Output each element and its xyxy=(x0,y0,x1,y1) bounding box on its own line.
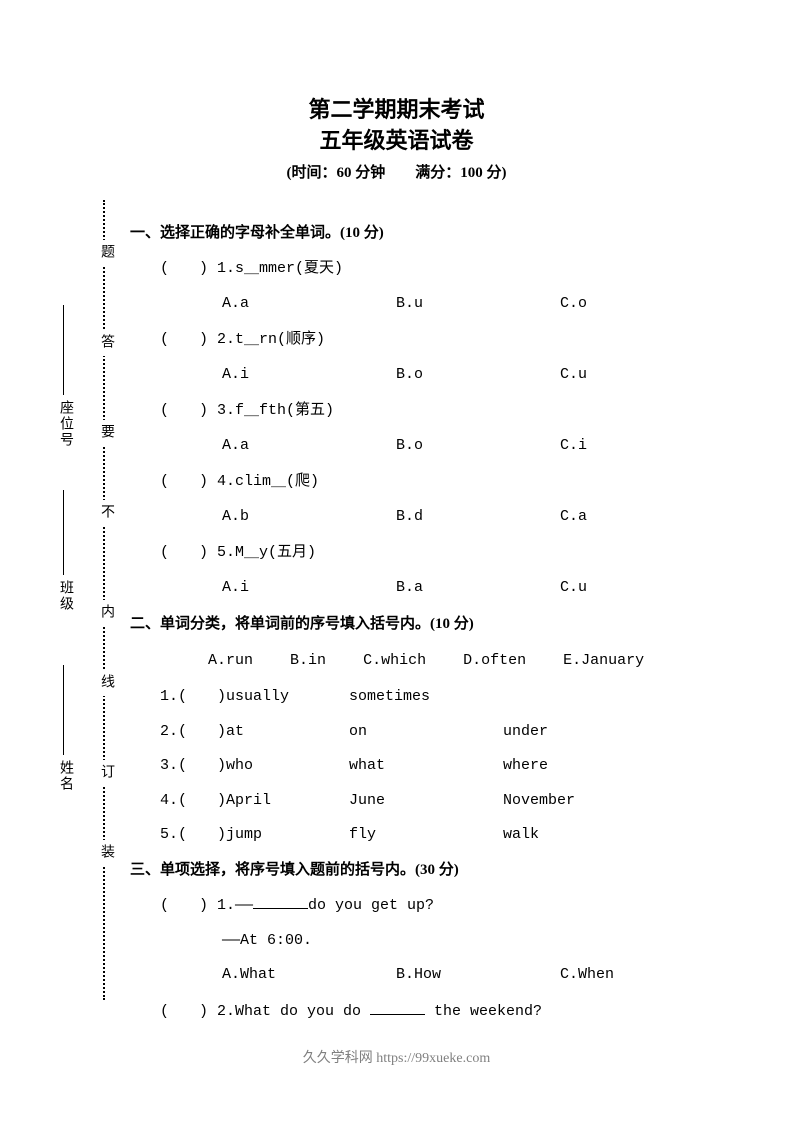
q5-opt-a: A.i xyxy=(222,577,387,600)
s2-r5-c3: walk xyxy=(503,824,539,847)
s3-q1-b: B.How xyxy=(396,964,551,987)
s3-q2-post: the weekend? xyxy=(425,1003,542,1020)
section-2-heading: 二、单词分类，将单词前的序号填入括号内。(10 分) xyxy=(130,613,723,636)
sb-label-5: 内 xyxy=(96,600,116,626)
section-3-heading: 三、单项选择，将序号填入题前的括号内。(30 分) xyxy=(130,859,723,882)
subtitle: (时间：60 分钟 满分：100 分) xyxy=(0,161,793,182)
s2-r1-c1: 1.( )usually xyxy=(160,686,340,709)
s2-r3-c3: where xyxy=(503,755,548,778)
sb-label-4: 不 xyxy=(96,500,116,526)
s2-row-1: 1.( )usually sometimes xyxy=(130,686,723,709)
q1-opt-a: A.a xyxy=(222,293,387,316)
field-name-line xyxy=(63,665,65,755)
s3-q1-c: C.When xyxy=(560,964,614,987)
s3-q1-options: A.What B.How C.When xyxy=(130,964,723,987)
s2-r4-c2: June xyxy=(349,790,494,813)
q2-options: A.i B.o C.u xyxy=(130,364,723,387)
bank-a: A.run xyxy=(208,650,253,673)
blank-fill xyxy=(253,895,308,909)
s3-q1-a: A.What xyxy=(222,964,387,987)
q5-opt-c: C.u xyxy=(560,577,587,600)
sb-label-2: 答 xyxy=(96,330,116,356)
binding-sidebar: 题 答 要 不 内 线 订 装 座位号 班级 姓名 xyxy=(55,200,115,1000)
sb-label-7: 订 xyxy=(96,760,116,786)
q4-opt-a: A.b xyxy=(222,506,387,529)
s3-q2-pre: ( ) 2.What do you do xyxy=(160,1003,370,1020)
s2-r4-c3: November xyxy=(503,790,575,813)
q5-stem: ( ) 5.M＿y(五月) xyxy=(130,542,723,565)
q4-opt-b: B.d xyxy=(396,506,551,529)
s2-row-5: 5.( )jump fly walk xyxy=(130,824,723,847)
s2-r1-c2: sometimes xyxy=(349,686,494,709)
q2-stem: ( ) 2.t＿rn(顺序) xyxy=(130,329,723,352)
title-line-2: 五年级英语试卷 xyxy=(0,126,793,157)
bank-e: E.January xyxy=(563,650,644,673)
s2-row-2: 2.( )at on under xyxy=(130,721,723,744)
exam-body: 一、选择正确的字母补全单词。(10 分) ( ) 1.s＿mmer(夏天) A.… xyxy=(0,182,793,1024)
q2-opt-b: B.o xyxy=(396,364,551,387)
q3-opt-c: C.i xyxy=(560,435,587,458)
field-class-line xyxy=(63,490,65,575)
field-name: 姓名 xyxy=(55,760,75,792)
q3-options: A.a B.o C.i xyxy=(130,435,723,458)
sb-label-8: 装 xyxy=(96,840,116,866)
bank-d: D.often xyxy=(463,650,526,673)
sb-label-3: 要 xyxy=(96,420,116,446)
s2-r2-c2: on xyxy=(349,721,494,744)
s3-q1-post: do you get up? xyxy=(308,897,434,914)
s3-q2-stem: ( ) 2.What do you do the weekend? xyxy=(130,1001,723,1024)
q3-opt-a: A.a xyxy=(222,435,387,458)
s2-r2-c3: under xyxy=(503,721,548,744)
q1-options: A.a B.u C.o xyxy=(130,293,723,316)
q2-opt-a: A.i xyxy=(222,364,387,387)
bank-c: C.which xyxy=(363,650,426,673)
field-class: 班级 xyxy=(55,580,75,612)
s2-r3-c2: what xyxy=(349,755,494,778)
q1-opt-b: B.u xyxy=(396,293,551,316)
q5-opt-b: B.a xyxy=(396,577,551,600)
s2-r3-c1: 3.( )who xyxy=(160,755,340,778)
s2-row-3: 3.( )who what where xyxy=(130,755,723,778)
blank-fill xyxy=(370,1001,425,1015)
q3-stem: ( ) 3.f＿fth(第五) xyxy=(130,400,723,423)
s2-row-4: 4.( )April June November xyxy=(130,790,723,813)
sb-label-6: 线 xyxy=(96,670,116,696)
s3-q1-pre: ( ) 1.—— xyxy=(160,897,253,914)
title-line-1: 第二学期期末考试 xyxy=(0,95,793,126)
q1-stem: ( ) 1.s＿mmer(夏天) xyxy=(130,258,723,281)
sb-label-1: 题 xyxy=(96,240,116,266)
q2-opt-c: C.u xyxy=(560,364,587,387)
q4-stem: ( ) 4.clim＿(爬) xyxy=(130,471,723,494)
q3-opt-b: B.o xyxy=(396,435,551,458)
exam-header: 第二学期期末考试 五年级英语试卷 (时间：60 分钟 满分：100 分) xyxy=(0,0,793,182)
s2-r4-c1: 4.( )April xyxy=(160,790,340,813)
field-seat-line xyxy=(63,305,65,395)
field-seat: 座位号 xyxy=(55,400,75,448)
q1-opt-c: C.o xyxy=(560,293,587,316)
s3-q1-answer: ——At 6:00. xyxy=(130,930,723,953)
s2-r5-c2: fly xyxy=(349,824,494,847)
word-bank: A.run B.in C.which D.often E.January xyxy=(130,650,723,673)
footer-watermark: 久久学科网 https://99xueke.com xyxy=(0,1047,793,1067)
s2-r5-c1: 5.( )jump xyxy=(160,824,340,847)
q4-opt-c: C.a xyxy=(560,506,587,529)
section-1-heading: 一、选择正确的字母补全单词。(10 分) xyxy=(130,222,723,245)
bank-b: B.in xyxy=(290,650,326,673)
q4-options: A.b B.d C.a xyxy=(130,506,723,529)
s2-r2-c1: 2.( )at xyxy=(160,721,340,744)
q5-options: A.i B.a C.u xyxy=(130,577,723,600)
s3-q1-stem: ( ) 1.—— do you get up? xyxy=(130,895,723,918)
